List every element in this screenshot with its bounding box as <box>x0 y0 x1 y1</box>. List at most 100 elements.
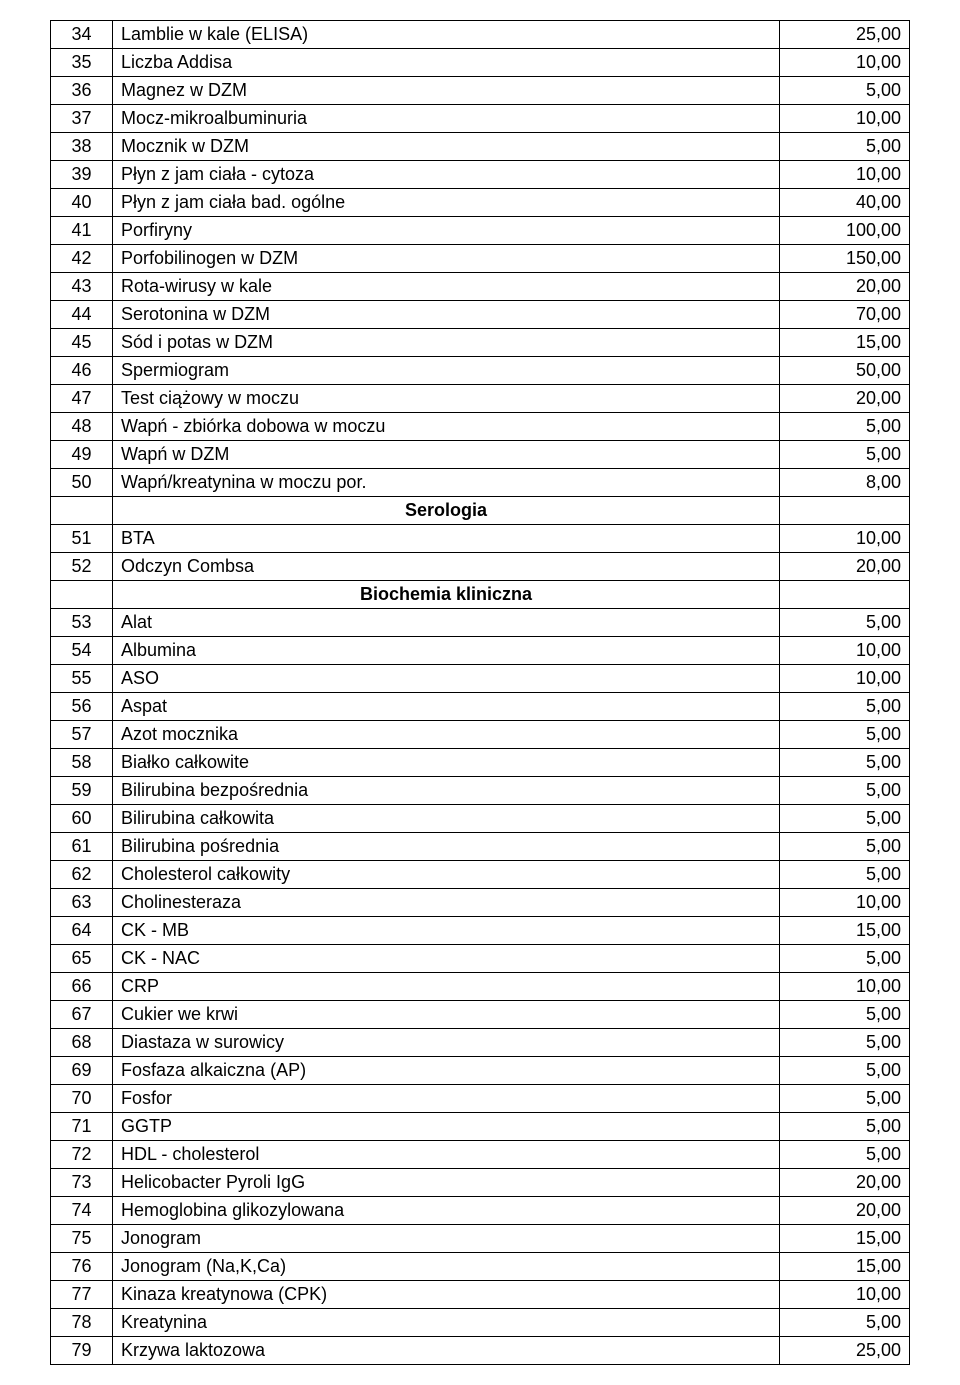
row-name-cell: Alat <box>113 609 780 637</box>
row-value-cell: 10,00 <box>780 973 910 1001</box>
row-name-cell: Helicobacter Pyroli IgG <box>113 1169 780 1197</box>
table-row: 69Fosfaza alkaiczna (AP)5,00 <box>51 1057 910 1085</box>
table-row: 64CK - MB15,00 <box>51 917 910 945</box>
row-name-cell: Mocznik w DZM <box>113 133 780 161</box>
row-index-cell: 36 <box>51 77 113 105</box>
row-value-cell: 8,00 <box>780 469 910 497</box>
table-row: 38Mocznik w DZM5,00 <box>51 133 910 161</box>
table-row: 45Sód i potas w DZM15,00 <box>51 329 910 357</box>
row-name-cell: Cukier we krwi <box>113 1001 780 1029</box>
row-value-cell: 5,00 <box>780 1141 910 1169</box>
row-index-cell: 74 <box>51 1197 113 1225</box>
table-row: 51BTA10,00 <box>51 525 910 553</box>
row-index-cell: 68 <box>51 1029 113 1057</box>
table-row: 70Fosfor5,00 <box>51 1085 910 1113</box>
table-row: 34Lamblie w kale (ELISA)25,00 <box>51 21 910 49</box>
table-row: 61Bilirubina pośrednia5,00 <box>51 833 910 861</box>
row-value-cell <box>780 497 910 525</box>
row-value-cell: 100,00 <box>780 217 910 245</box>
row-value-cell: 15,00 <box>780 329 910 357</box>
table-row: 65CK - NAC5,00 <box>51 945 910 973</box>
row-name-cell: Hemoglobina glikozylowana <box>113 1197 780 1225</box>
row-index-cell: 64 <box>51 917 113 945</box>
table-row: 73Helicobacter Pyroli IgG20,00 <box>51 1169 910 1197</box>
table-row: 47Test ciążowy w moczu20,00 <box>51 385 910 413</box>
row-value-cell: 10,00 <box>780 1281 910 1309</box>
row-value-cell: 15,00 <box>780 1225 910 1253</box>
section-header: Biochemia kliniczna <box>113 581 780 609</box>
row-name-cell: Wapń w DZM <box>113 441 780 469</box>
row-name-cell: Cholinesteraza <box>113 889 780 917</box>
table-row: 52Odczyn Combsa20,00 <box>51 553 910 581</box>
row-value-cell: 5,00 <box>780 1001 910 1029</box>
row-index-cell: 78 <box>51 1309 113 1337</box>
row-name-cell: CK - NAC <box>113 945 780 973</box>
row-name-cell: Lamblie w kale (ELISA) <box>113 21 780 49</box>
table-row: 79Krzywa laktozowa25,00 <box>51 1337 910 1365</box>
table-row: 46Spermiogram50,00 <box>51 357 910 385</box>
row-index-cell: 71 <box>51 1113 113 1141</box>
row-index-cell: 73 <box>51 1169 113 1197</box>
row-value-cell: 70,00 <box>780 301 910 329</box>
row-value-cell: 5,00 <box>780 777 910 805</box>
row-value-cell: 20,00 <box>780 553 910 581</box>
table-row: 40Płyn z jam ciała bad. ogólne40,00 <box>51 189 910 217</box>
row-value-cell: 5,00 <box>780 833 910 861</box>
row-name-cell: Liczba Addisa <box>113 49 780 77</box>
row-index-cell: 76 <box>51 1253 113 1281</box>
row-value-cell: 5,00 <box>780 721 910 749</box>
row-name-cell: Serotonina w DZM <box>113 301 780 329</box>
row-index-cell: 67 <box>51 1001 113 1029</box>
row-index-cell: 54 <box>51 637 113 665</box>
row-index-cell: 48 <box>51 413 113 441</box>
row-index-cell <box>51 581 113 609</box>
row-name-cell: CRP <box>113 973 780 1001</box>
row-value-cell: 10,00 <box>780 889 910 917</box>
row-index-cell: 77 <box>51 1281 113 1309</box>
table-row: 68Diastaza w surowicy5,00 <box>51 1029 910 1057</box>
row-value-cell <box>780 581 910 609</box>
row-value-cell: 25,00 <box>780 1337 910 1365</box>
price-table-body: 34Lamblie w kale (ELISA)25,0035Liczba Ad… <box>51 21 910 1365</box>
row-value-cell: 5,00 <box>780 749 910 777</box>
row-name-cell: Krzywa laktozowa <box>113 1337 780 1365</box>
table-row: 36Magnez w DZM5,00 <box>51 77 910 105</box>
row-value-cell: 5,00 <box>780 1029 910 1057</box>
row-value-cell: 20,00 <box>780 1197 910 1225</box>
section-header: Serologia <box>113 497 780 525</box>
row-value-cell: 25,00 <box>780 21 910 49</box>
table-row: 49Wapń w DZM5,00 <box>51 441 910 469</box>
row-value-cell: 5,00 <box>780 693 910 721</box>
row-name-cell: Porfiryny <box>113 217 780 245</box>
row-value-cell: 5,00 <box>780 609 910 637</box>
row-name-cell: Spermiogram <box>113 357 780 385</box>
row-index-cell: 39 <box>51 161 113 189</box>
row-index-cell: 41 <box>51 217 113 245</box>
table-row: 48Wapń - zbiórka dobowa w moczu5,00 <box>51 413 910 441</box>
table-row: 55ASO10,00 <box>51 665 910 693</box>
row-name-cell: CK - MB <box>113 917 780 945</box>
row-index-cell: 61 <box>51 833 113 861</box>
row-name-cell: Test ciążowy w moczu <box>113 385 780 413</box>
table-row: 62Cholesterol całkowity5,00 <box>51 861 910 889</box>
row-value-cell: 10,00 <box>780 525 910 553</box>
row-name-cell: Cholesterol całkowity <box>113 861 780 889</box>
price-table: 34Lamblie w kale (ELISA)25,0035Liczba Ad… <box>50 20 910 1365</box>
row-name-cell: Odczyn Combsa <box>113 553 780 581</box>
row-name-cell: Fosfor <box>113 1085 780 1113</box>
row-name-cell: Kinaza kreatynowa (CPK) <box>113 1281 780 1309</box>
row-value-cell: 40,00 <box>780 189 910 217</box>
row-index-cell: 43 <box>51 273 113 301</box>
table-row: 74Hemoglobina glikozylowana20,00 <box>51 1197 910 1225</box>
row-value-cell: 5,00 <box>780 945 910 973</box>
row-name-cell: Jonogram <box>113 1225 780 1253</box>
row-index-cell: 55 <box>51 665 113 693</box>
row-name-cell: Wapń/kreatynina w moczu por. <box>113 469 780 497</box>
row-value-cell: 5,00 <box>780 441 910 469</box>
row-index-cell: 62 <box>51 861 113 889</box>
table-row: 37Mocz-mikroalbuminuria10,00 <box>51 105 910 133</box>
row-value-cell: 5,00 <box>780 1085 910 1113</box>
row-name-cell: Azot mocznika <box>113 721 780 749</box>
row-name-cell: Płyn z jam ciała bad. ogólne <box>113 189 780 217</box>
row-name-cell: Bilirubina całkowita <box>113 805 780 833</box>
